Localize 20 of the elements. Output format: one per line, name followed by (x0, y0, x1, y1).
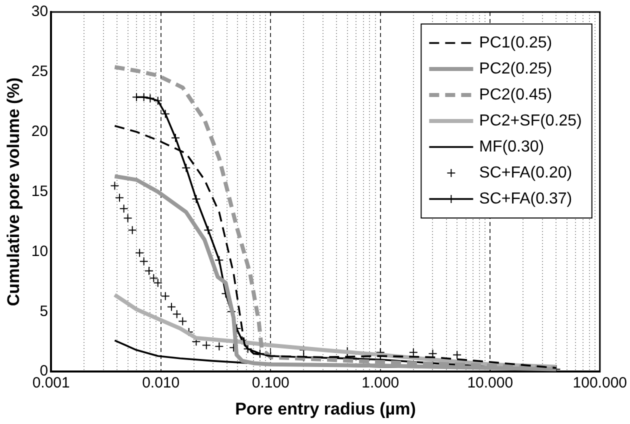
y-tick-label: 20 (31, 123, 48, 140)
x-tick-label: 100.000 (572, 374, 628, 392)
x-tick-label: 10.000 (467, 374, 514, 392)
x-tick-label: 0.010 (142, 374, 180, 392)
x-axis-title: Pore entry radius (µm) (235, 399, 416, 418)
legend-label: PC2+SF(0.25) (479, 112, 582, 130)
y-axis-title: Cumulative pore volume (%) (4, 77, 23, 306)
y-tick-label: 15 (31, 182, 48, 200)
legend-label: SC+FA(0.37) (479, 190, 572, 208)
legend-label: SC+FA(0.20) (479, 164, 572, 182)
legend-label: PC1(0.25) (479, 34, 552, 52)
y-tick-label: 25 (31, 63, 48, 80)
x-tick-label: 1.000 (362, 374, 400, 392)
y-tick-label: 10 (31, 242, 48, 260)
x-tick-label: 0.100 (252, 374, 290, 392)
legend-label: PC2(0.45) (479, 86, 552, 104)
legend-label: MF(0.30) (479, 138, 544, 156)
legend-label: PC2(0.25) (479, 60, 552, 78)
y-tick-label: 5 (40, 302, 48, 320)
y-tick-label: 30 (31, 3, 48, 20)
